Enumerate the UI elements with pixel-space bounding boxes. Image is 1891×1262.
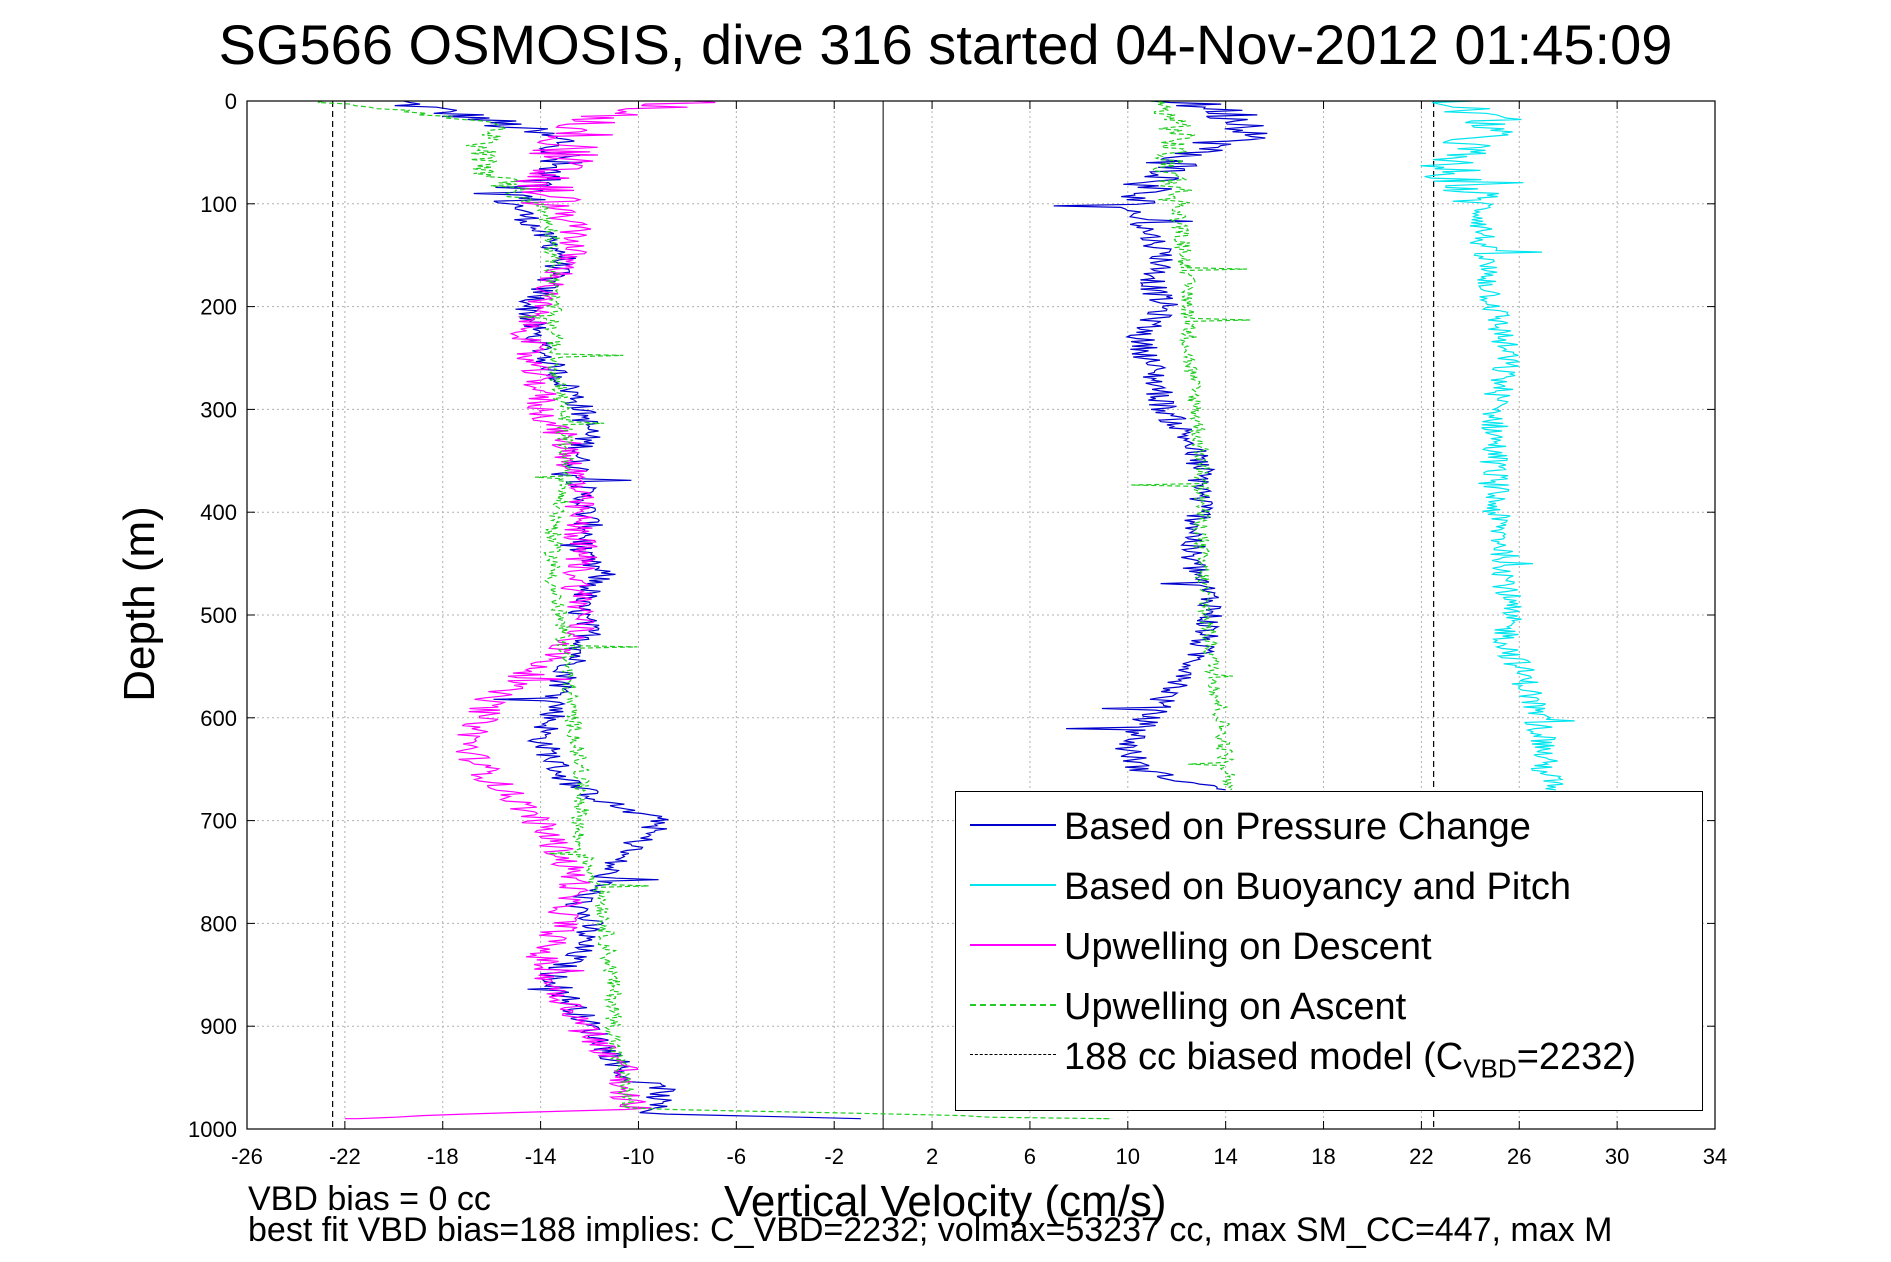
y-tick-label: 300 (200, 397, 237, 422)
legend-item-ascent: Upwelling on Ascent (956, 980, 1702, 1030)
x-tick-label: 22 (1409, 1144, 1433, 1169)
series-line-2 (344, 101, 716, 1120)
legend-swatch (970, 944, 1056, 946)
y-tick-label: 400 (200, 500, 237, 525)
legend-label: Based on Pressure Change (1064, 806, 1531, 848)
legend-swatch (970, 884, 1056, 886)
x-tick-label: -2 (824, 1144, 844, 1169)
legend-item-biased-model: 188 cc biased model (CVBD=2232) (956, 1030, 1702, 1084)
chart-title: SG566 OSMOSIS, dive 316 started 04-Nov-2… (218, 13, 1673, 76)
y-tick-label: 100 (200, 192, 237, 217)
x-tick-label: 14 (1213, 1144, 1237, 1169)
legend-swatch (970, 824, 1056, 826)
series-line-1 (1420, 101, 1575, 791)
legend-label: 188 cc biased model (CVBD=2232) (1064, 1036, 1636, 1085)
legend-label: Based on Buoyancy and Pitch (1064, 866, 1572, 908)
legend: Based on Pressure Change Based on Buoyan… (955, 791, 1703, 1111)
legend-item-pressure: Based on Pressure Change (956, 800, 1702, 850)
y-tick-label: 200 (200, 295, 237, 320)
x-tick-label: -6 (727, 1144, 747, 1169)
y-tick-labels: 0 100 200 300 400 500 600 700 800 900 1000 (188, 89, 237, 1142)
series-line-3 (1131, 101, 1251, 791)
plot-frame (246, 100, 1716, 1130)
best-fit-note: best fit VBD bias=188 implies: C_VBD=223… (248, 1211, 1613, 1249)
x-tick-label: -26 (231, 1144, 263, 1169)
x-tick-label: -10 (623, 1144, 655, 1169)
x-tick-label: 34 (1703, 1144, 1727, 1169)
y-tick-label: 500 (200, 603, 237, 628)
y-tick-label: 800 (200, 911, 237, 936)
y-tick-label: 0 (225, 89, 237, 114)
legend-swatch (970, 1054, 1056, 1055)
x-tick-label: -18 (427, 1144, 459, 1169)
y-axis-label: Depth (m) (115, 506, 164, 702)
y-tick-label: 600 (200, 706, 237, 731)
vbd-bias-note: VBD bias = 0 cc (248, 1180, 491, 1218)
x-tick-label: 6 (1024, 1144, 1036, 1169)
x-tick-label: 10 (1116, 1144, 1140, 1169)
series-line-0 (394, 101, 861, 1120)
plot-border (246, 100, 1716, 1130)
x-axis-label: Vertical Velocity (cm/s) (724, 1177, 1167, 1226)
series-line-0 (1053, 101, 1268, 791)
x-tick-labels: -26 -22 -18 -14 -10 -6 -2 2 6 10 14 18 22 26 30 34 (231, 1144, 1727, 1169)
legend-label: Upwelling on Descent (1064, 926, 1432, 968)
x-tick-label: 18 (1311, 1144, 1335, 1169)
series-layer (317, 101, 1575, 1129)
x-tick-label: -14 (525, 1144, 557, 1169)
legend-item-descent: Upwelling on Descent (956, 920, 1702, 970)
y-tick-label: 1000 (188, 1117, 237, 1142)
legend-item-buoyancy: Based on Buoyancy and Pitch (956, 860, 1702, 910)
series-line-3 (317, 101, 1110, 1120)
y-tick-label: 900 (200, 1014, 237, 1039)
y-tick-label: 700 (200, 809, 237, 834)
legend-swatch (970, 1004, 1056, 1006)
x-tick-label: 26 (1507, 1144, 1531, 1169)
legend-label-tail: =2232) (1516, 1036, 1637, 1078)
x-tick-label: 2 (926, 1144, 938, 1169)
legend-label-main: 188 cc biased model (C (1064, 1036, 1464, 1078)
legend-label: Upwelling on Ascent (1064, 986, 1407, 1028)
x-tick-label: 30 (1605, 1144, 1629, 1169)
legend-label-sub: VBD (1463, 1053, 1517, 1084)
x-tick-label: -22 (329, 1144, 361, 1169)
